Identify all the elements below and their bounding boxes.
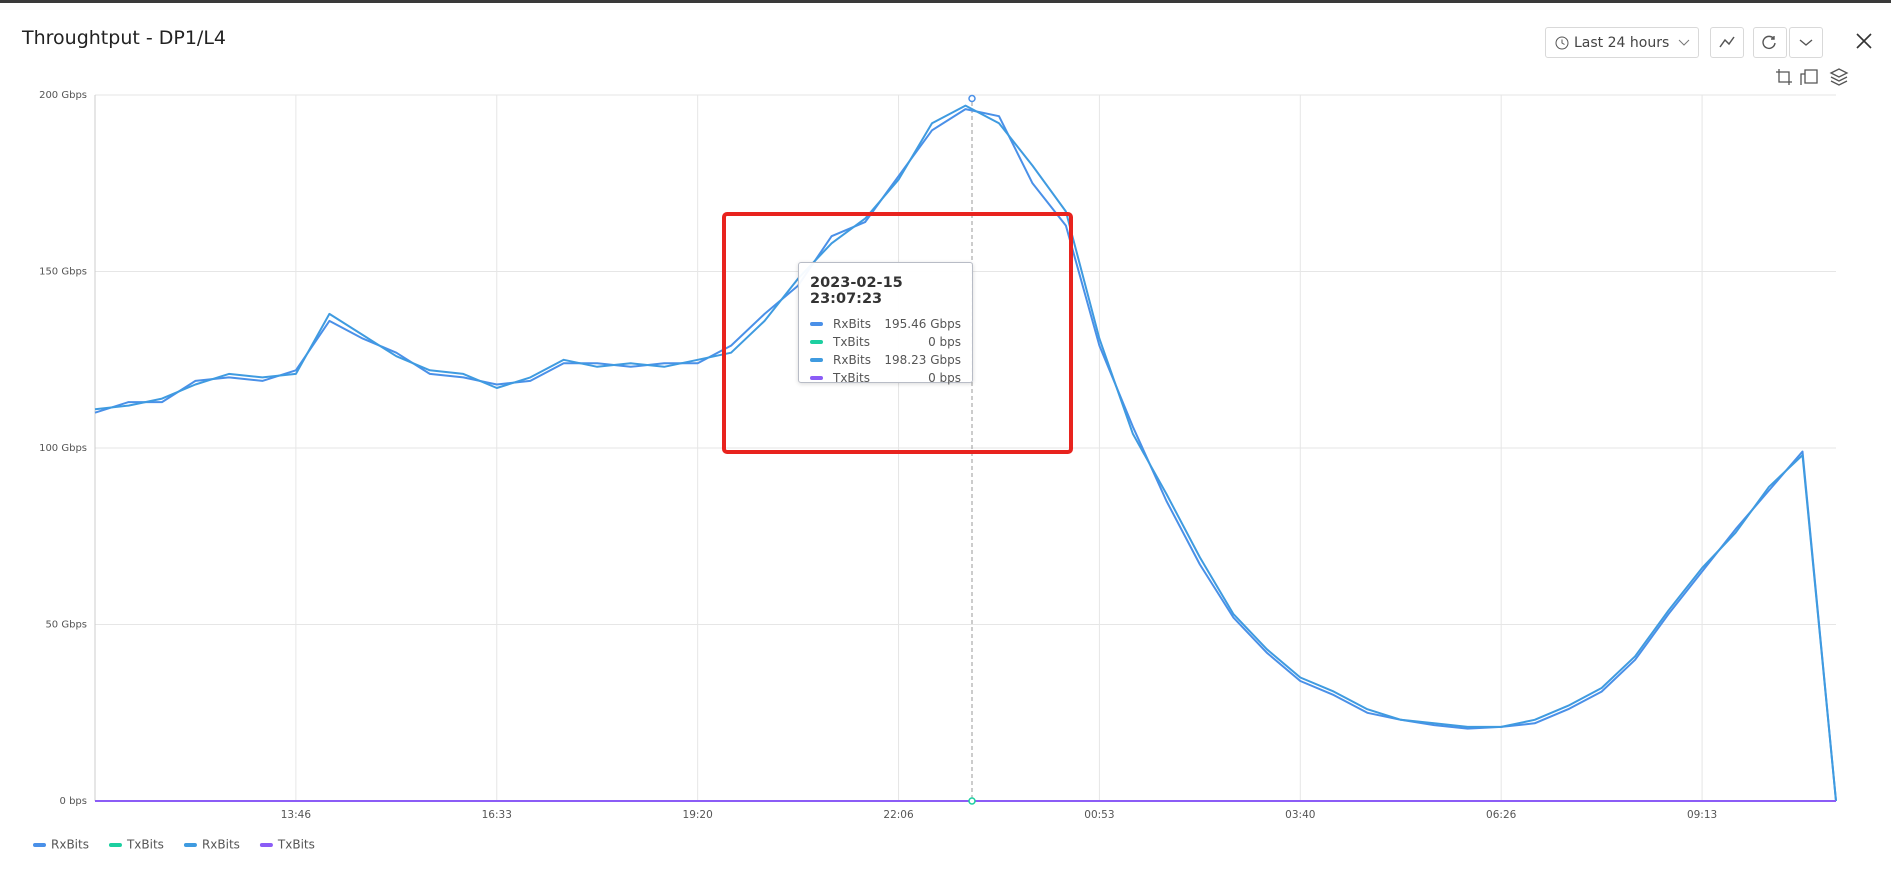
y-tick-label: 50 Gbps (45, 620, 87, 631)
menu-button[interactable] (1789, 27, 1823, 58)
icon (1719, 36, 1735, 48)
hover-dot (968, 797, 976, 805)
panel-title: Throughtput - DP1/L4 (22, 27, 226, 49)
tooltip-value: 0 bps (928, 335, 961, 349)
legend-label[interactable]: RxBits (202, 838, 240, 852)
x-tick-label: 09:13 (1687, 809, 1717, 821)
highlight-box (722, 212, 1073, 454)
tooltip-row: TxBits 0 bps (810, 369, 961, 387)
chevron (1678, 39, 1690, 46)
tooltip-name: RxBits (833, 317, 871, 331)
tooltip-name: TxBits (833, 371, 870, 385)
legend-swatch (259, 843, 273, 847)
close-button[interactable] (1854, 31, 1874, 51)
time-range[interactable]: Last 24 hours (1545, 27, 1699, 58)
x-tick-label: 13:46 (281, 809, 312, 821)
legend-swatch (183, 843, 197, 847)
time-range-label: Last 24 hours (1574, 34, 1670, 51)
tooltip-name: TxBits (833, 335, 870, 349)
tooltip-value: 195.46 Gbps (884, 317, 961, 331)
x-tick-label: 03:40 (1285, 809, 1315, 821)
chart: 0 bps 50 Gbps 100 Gbps 150 Gbps 200 Gbps 13:4… (33, 90, 1837, 852)
tooltip-value: 0 bps (928, 371, 961, 385)
tooltip-row: RxBits 198.23 Gbps (810, 351, 961, 369)
tooltip-row: TxBits 0 bps (810, 333, 961, 351)
x-tick-label: 00:53 (1084, 809, 1114, 821)
legend-swatch (33, 843, 46, 847)
y-tick-label: 200 Gbps (39, 90, 87, 101)
tooltip-swatch (810, 376, 823, 380)
y-tick-label: 150 Gbps (39, 267, 87, 278)
tooltip-row: RxBits 195.46 Gbps (810, 315, 961, 333)
legend-label[interactable]: RxBits (51, 838, 89, 852)
legend-label[interactable]: TxBits (277, 838, 315, 852)
tooltip-value: 198.23 Gbps (884, 353, 961, 367)
tooltip-swatch (810, 322, 823, 326)
y-tick-label: 0 bps (60, 796, 87, 807)
legend-label[interactable]: TxBits (126, 838, 164, 852)
tooltip: 2023-02-15 23:07:23 RxBits 195.46 Gbps TxB… (798, 262, 973, 385)
clock-icon (1555, 36, 1569, 50)
series-line (94, 104, 1837, 802)
y-tick-label: 100 Gbps (39, 443, 87, 454)
compare-button[interactable] (1710, 27, 1744, 58)
x-tick-label: 06:26 (1486, 809, 1517, 821)
refresh-button[interactable] (1753, 27, 1787, 58)
x-tick-label: 19:20 (683, 809, 713, 821)
icon (1799, 39, 1813, 46)
tooltip-title: 2023-02-15 23:07:23 (810, 275, 903, 307)
hover-dot (968, 94, 976, 103)
x-tick-label: 16:33 (482, 809, 512, 821)
tooltip-swatch (810, 340, 823, 344)
chart-tools (1776, 68, 1849, 86)
tooltip-name: RxBits (833, 353, 871, 367)
legend-swatch (108, 843, 122, 847)
tooltip-swatch (810, 358, 823, 362)
x-tick-label: 22:06 (883, 809, 914, 821)
icon (1762, 35, 1776, 49)
